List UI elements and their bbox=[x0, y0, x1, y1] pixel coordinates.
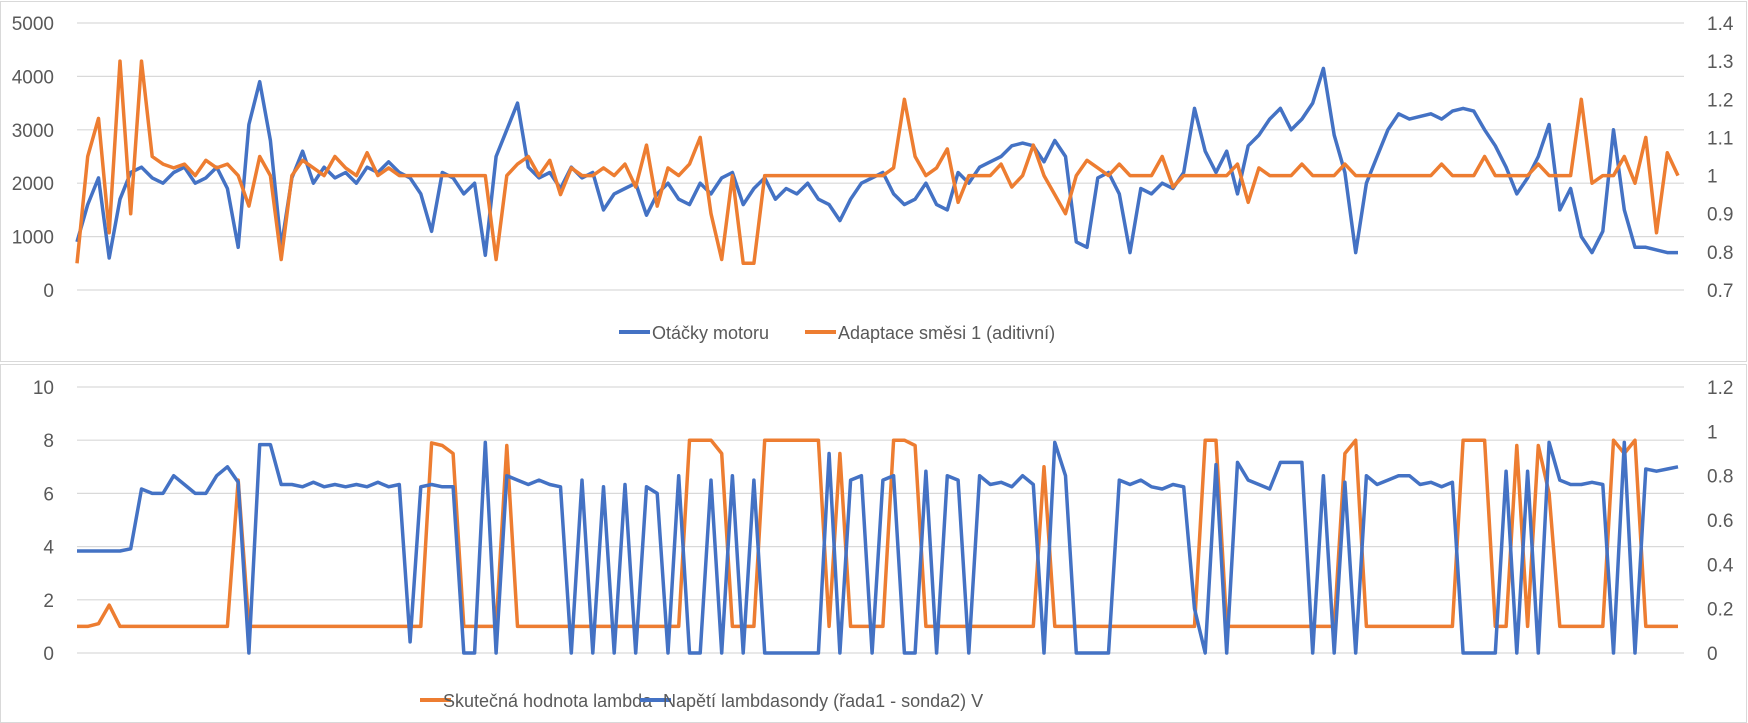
right-axis-tick-label: 0.2 bbox=[1707, 600, 1733, 621]
series-line-left-axis bbox=[75, 66, 1678, 260]
right-axis-tick-label: 0.4 bbox=[1707, 555, 1734, 576]
legend-label: Napětí lambdasondy (řada1 - sonda2) V bbox=[663, 691, 983, 711]
left-axis-tick-label: 6 bbox=[43, 484, 54, 505]
top-chart: 0 1000 2000 3000 4000 5000 0.7 0.8 0.9 1 1.1 1.2 1.3… bbox=[12, 14, 1734, 343]
series-line-left-axis bbox=[77, 438, 1678, 629]
right-axis-tick-label: 0 bbox=[1707, 644, 1718, 665]
right-axis-tick-label: 1.2 bbox=[1707, 90, 1733, 111]
left-axis-tick-label: 0 bbox=[43, 281, 54, 302]
left-axis-tick-label: 0 bbox=[43, 644, 54, 665]
left-axis-tick-label: 2 bbox=[43, 591, 54, 612]
legend-label: Adaptace směsi 1 (aditivní) bbox=[838, 323, 1055, 343]
left-axis-tick-label: 3000 bbox=[12, 121, 54, 142]
left-axis-tick-label: 8 bbox=[43, 431, 54, 452]
right-axis-tick-label: 1.3 bbox=[1707, 52, 1733, 73]
bottom-chart: 0 2 4 6 8 10 0 0.2 0.4 0.6 0.8 1 1.2 Skutečná hodnota… bbox=[33, 378, 1734, 711]
right-axis-tick-label: 1.1 bbox=[1707, 128, 1733, 149]
left-axis-tick-label: 4 bbox=[43, 538, 54, 559]
legend-label: Otáčky motoru bbox=[652, 323, 769, 343]
left-axis-tick-label: 10 bbox=[33, 378, 54, 399]
right-axis-tick-label: 0.9 bbox=[1707, 205, 1733, 226]
right-axis-tick-label: 1.4 bbox=[1707, 14, 1734, 35]
left-axis-tick-label: 1000 bbox=[12, 228, 54, 249]
series-line-right-axis bbox=[77, 440, 1679, 655]
left-axis-tick-label: 2000 bbox=[12, 174, 54, 195]
right-axis-tick-label: 1 bbox=[1707, 422, 1718, 443]
right-axis-tick-label: 0.8 bbox=[1707, 467, 1733, 488]
right-axis-tick-label: 0.8 bbox=[1707, 243, 1733, 264]
top-chart-border bbox=[0, 1, 1747, 362]
right-axis-tick-label: 0.7 bbox=[1707, 281, 1733, 302]
left-axis-tick-label: 4000 bbox=[12, 67, 54, 88]
legend-label: Skutečná hodnota lambda bbox=[443, 691, 653, 711]
left-axis-tick-label: 5000 bbox=[12, 14, 54, 35]
bottom-chart-border bbox=[0, 364, 1747, 723]
right-axis-tick-label: 0.6 bbox=[1707, 511, 1733, 532]
series-line-right-axis bbox=[75, 59, 1680, 266]
right-axis-tick-label: 1 bbox=[1707, 167, 1718, 188]
right-axis-tick-label: 1.2 bbox=[1707, 378, 1733, 399]
